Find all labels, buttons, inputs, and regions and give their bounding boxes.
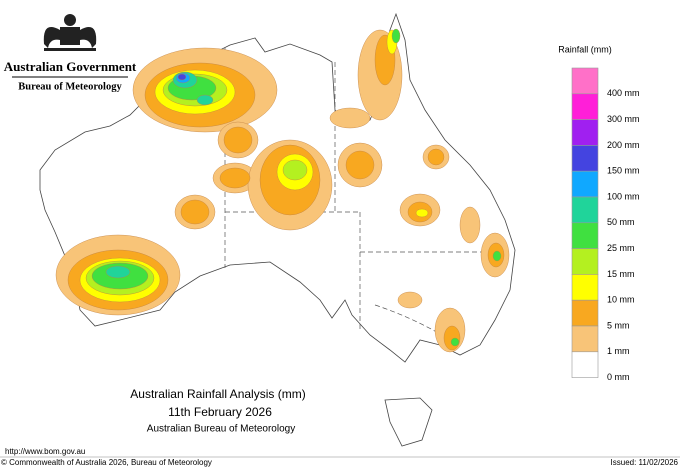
- legend-label: 150 mm: [607, 166, 640, 176]
- footer-url: http://www.bom.gov.au: [5, 447, 85, 456]
- legend-swatch: [571, 325, 599, 353]
- caption-date: 11th February 2026: [168, 405, 272, 419]
- coat-of-arms: [43, 14, 97, 51]
- rainfall-areas: [55, 28, 510, 353]
- legend-label: 25 mm: [607, 243, 635, 253]
- legend-swatch: [571, 170, 599, 198]
- legend-label: 50 mm: [607, 217, 635, 227]
- legend-swatch: [571, 67, 599, 95]
- footer-issued: Issued: 11/02/2026: [611, 458, 679, 467]
- legend-swatch: [571, 274, 599, 301]
- legend-label: 15 mm: [607, 269, 635, 279]
- legend-swatch: [571, 93, 599, 120]
- legend-swatch: [571, 222, 599, 249]
- legend-swatch: [571, 351, 599, 378]
- legend-label: 0 mm: [607, 372, 630, 382]
- legend-title: Rainfall (mm): [558, 44, 612, 54]
- legend-swatch: [571, 119, 599, 146]
- legend-label: 10 mm: [607, 295, 635, 305]
- legend-swatch: [571, 299, 599, 327]
- legend-label: 5 mm: [607, 320, 630, 330]
- legend-label: 200 mm: [607, 140, 640, 150]
- agency-name: Bureau of Meteorology: [18, 81, 122, 92]
- caption-source: Australian Bureau of Meteorology: [147, 424, 295, 435]
- legend-swatch: [571, 196, 599, 224]
- legend-label: 1 mm: [607, 346, 630, 356]
- australia-map: [39, 12, 516, 447]
- legend-label: 300 mm: [607, 114, 640, 124]
- caption-title: Australian Rainfall Analysis (mm): [130, 387, 305, 401]
- footer-copyright: © Commonwealth of Australia 2026, Bureau…: [1, 458, 212, 467]
- legend-swatch: [571, 145, 599, 172]
- legend-swatch: [571, 248, 599, 275]
- legend-label: 100 mm: [607, 191, 640, 201]
- government-name: Australian Government: [4, 59, 137, 74]
- legend-label: 400 mm: [607, 88, 640, 98]
- tasmania: [384, 397, 433, 447]
- legend: 400 mm 300 mm 200 mm 150 mm 100 mm 50 mm 25 mm…: [571, 67, 640, 382]
